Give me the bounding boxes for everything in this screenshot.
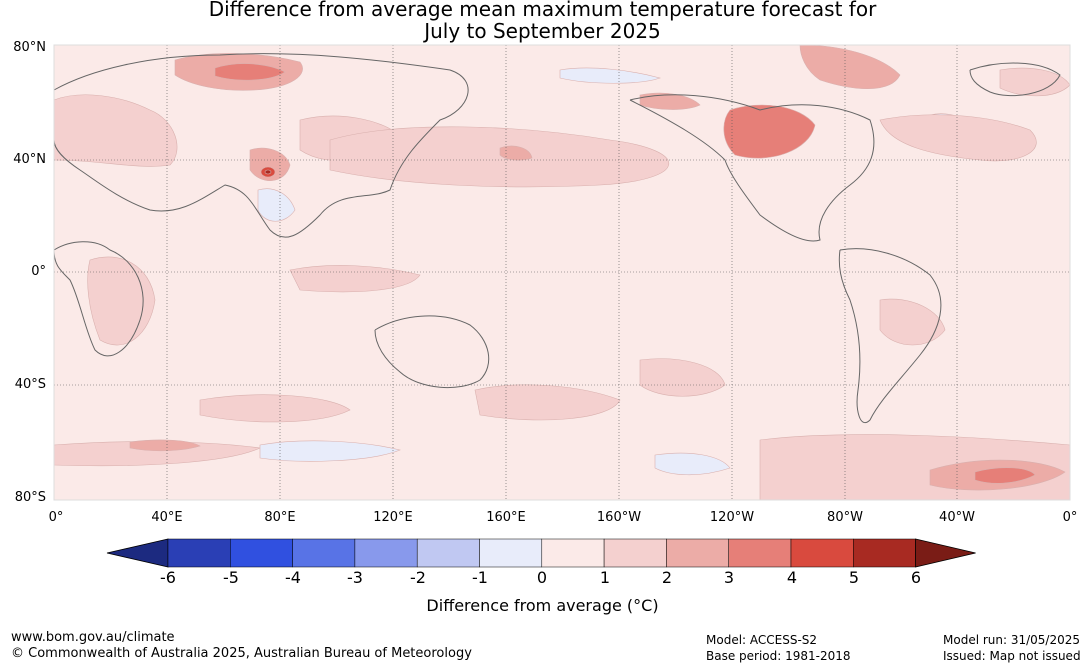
colorbar (106, 538, 976, 568)
lat-label-40s: 40°S (14, 377, 46, 392)
footer-base-period: Base period: 1981-2018 (706, 649, 851, 663)
colorbar-tick: 0 (536, 568, 548, 587)
colorbar-tick: -4 (285, 568, 301, 587)
colorbar-tick: 6 (910, 568, 922, 587)
colorbar-tick: 1 (599, 568, 611, 587)
coast-greenland (969, 62, 1061, 97)
colorbar-swatch (728, 538, 792, 568)
colorbar-arrow-low (106, 538, 169, 568)
coast-africa (53, 241, 144, 357)
pakistan-hotspot-core (264, 169, 272, 175)
scandinavia-core (214, 63, 286, 81)
lat-label-80n: 80°N (13, 40, 46, 55)
lon-label-120e: 120°E (373, 510, 413, 525)
north-atlantic-warm (879, 114, 1037, 162)
lon-label-80w: 80°W (827, 510, 863, 525)
anomaly-map (53, 44, 1071, 501)
southern-ocean-warm-band (129, 439, 201, 452)
map-frame (53, 44, 1071, 501)
lat-label-40n: 40°N (13, 152, 46, 167)
western-north-america-warm (723, 104, 816, 159)
coast-north-america (629, 94, 875, 242)
footer-model-run: Model run: 31/05/2025 (943, 633, 1081, 647)
africa-warm (87, 256, 156, 346)
arctic-cool-region (559, 67, 662, 84)
footer-url[interactable]: www.bom.gov.au/climate (11, 630, 175, 645)
colorbar-tick: 3 (723, 568, 735, 587)
map-title-line-2: July to September 2025 (424, 19, 661, 43)
south-pacific-warm-2 (639, 358, 726, 397)
alaska-warm (639, 92, 701, 110)
colorbar-tick: -6 (160, 568, 176, 587)
lon-label-160e: 160°E (486, 510, 526, 525)
lat-label-80s: 80°S (14, 490, 46, 505)
north-pacific-warm (329, 126, 670, 188)
colorbar-tick: -2 (410, 568, 426, 587)
colorbar-tick: -5 (223, 568, 239, 587)
coastlines (53, 53, 1061, 423)
colorbar-swatch (479, 538, 543, 568)
colorbar-label: Difference from average (°C) (426, 596, 659, 615)
southern-ocean-cool-east (654, 452, 731, 476)
graticule (54, 45, 1070, 500)
footer-model: Model: ACCESS-S2 (706, 633, 818, 647)
canadian-arctic-warm (799, 44, 901, 90)
colorbar-swatch (167, 538, 231, 568)
colorbar-swatch (354, 538, 418, 568)
lon-label-40e: 40°E (151, 510, 183, 525)
southern-ocean-cool-pacific (259, 440, 401, 462)
colorbar-tick: -3 (347, 568, 363, 587)
lon-label-0: 0° (48, 510, 64, 525)
lon-label-80e: 80°E (264, 510, 296, 525)
colorbar-swatch (603, 538, 667, 568)
colorbar-tick: 2 (661, 568, 673, 587)
colorbar-swatch (853, 538, 916, 568)
footer-copyright: © Commonwealth of Australia 2025, Austra… (11, 646, 472, 661)
colorbar-arrow-high (915, 538, 976, 568)
footer-left: www.bom.gov.au/climate © Commonwealth of… (11, 630, 472, 662)
lat-label-0: 0° (31, 264, 46, 279)
india-cool-region (257, 188, 296, 222)
colorbar-swatch (416, 538, 480, 568)
map-background (54, 45, 1070, 500)
coast-europe-asia (53, 53, 469, 238)
map-title-line-1: Difference from average mean maximum tem… (208, 0, 877, 21)
lon-label-40w: 40°W (939, 510, 975, 525)
lon-label-120w: 120°W (709, 510, 755, 525)
lon-label-160w: 160°W (596, 510, 642, 525)
colorbar-tick: 4 (786, 568, 798, 587)
lon-label-0-east: 0° (1062, 510, 1078, 525)
coast-south-america (838, 248, 942, 423)
colorbar-swatch (230, 538, 293, 568)
colorbar-tick: 5 (848, 568, 860, 587)
colorbar-swatch (790, 538, 854, 568)
colorbar-swatch (666, 538, 729, 568)
coast-australia (374, 315, 490, 389)
colorbar-tick: -1 (472, 568, 488, 587)
colorbar-swatch (292, 538, 356, 568)
southern-indian-warm (199, 394, 351, 423)
anomaly-regions (53, 44, 1071, 501)
south-atlantic-hot-core (974, 467, 1036, 484)
north-pacific-core (499, 145, 533, 161)
colorbar-swatch (541, 538, 605, 568)
footer-model-info: Model: ACCESS-S2 Base period: 1981-2018 (706, 632, 851, 664)
south-america-warm (879, 298, 946, 346)
footer-run-info: Model run: 31/05/2025 Issued: Map not is… (943, 632, 1081, 664)
europe-warm-region (53, 94, 178, 167)
footer-issued: Issued: Map not issued (943, 649, 1081, 663)
south-pacific-warm-1 (474, 384, 621, 421)
